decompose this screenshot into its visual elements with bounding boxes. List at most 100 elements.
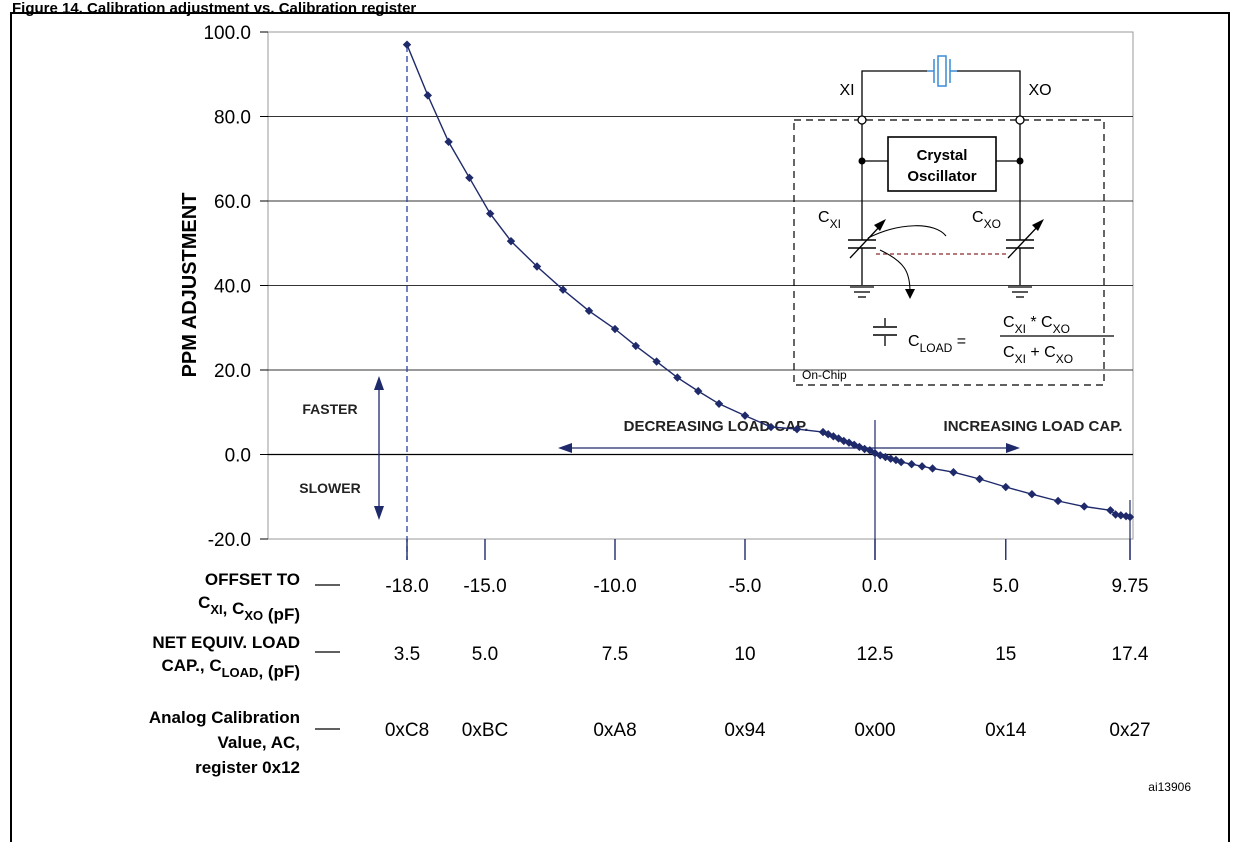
x-axis-ticks [406,539,1131,560]
xi-pin [857,115,867,125]
axis-row-value: -18.0 [385,576,428,597]
axis-row-label-line: NET EQUIV. LOAD [152,633,300,652]
axis-row-value: -10.0 [593,576,636,597]
cxo-label: CXO [972,209,1001,231]
data-point [1116,511,1126,520]
data-point [631,341,640,351]
data-point [673,373,682,382]
ground-left-icon [850,286,874,298]
cload-numerator: CXI * CXO [1003,314,1070,336]
flow-arrow-head [905,289,915,299]
data-point [1111,510,1120,519]
data-point [850,440,859,449]
ground-right-icon [1008,286,1032,298]
data-point [1080,502,1089,511]
load-cap-arrow [558,443,1020,453]
y-tick-label: 40.0 [214,277,251,298]
data-point [1001,482,1010,492]
data-point [532,262,542,271]
cxi-capacitor-icon [848,219,886,285]
data-point [1125,512,1135,522]
y-tick-label: 20.0 [214,361,251,382]
data-point [839,436,848,446]
data-point [740,411,750,420]
faster-label: FASTER [302,401,357,417]
data-point [834,434,843,443]
data-point [694,386,703,396]
series-flow-arc [867,225,947,239]
y-tick-label: 60.0 [214,192,251,213]
axis-row-value: 0.0 [862,576,888,597]
data-point [865,446,874,455]
crystal-oscillator-block [887,136,997,192]
data-point [860,444,869,454]
oscillator-circuit-inset: XI XO Crystal Oscillator [793,55,1114,386]
figure-title: Figure 14. Calibration adjustment vs. Ca… [12,0,417,17]
data-point [486,209,495,218]
axis-row-value: 0xC8 [385,720,429,741]
y-tick-label: 80.0 [214,108,251,129]
axis-row-value: 12.5 [857,644,894,665]
cxi-label: CXI [818,209,841,231]
ppm-adjustment-chart: 100.0 80.0 60.0 40.0 20.0 0.0 -20.0 PPM ADJUST… [149,23,1191,794]
data-point [975,474,984,484]
y-tick-label: 0.0 [225,446,251,467]
cload-capacitor-icon [873,318,897,346]
y-axis-label: PPM ADJUSTMENT [179,193,201,378]
data-point [886,454,895,463]
increasing-load-label: INCREASING LOAD CAP. [944,418,1123,435]
xi-pin-label: XI [839,82,854,99]
axis-row-value: 5.0 [993,576,1019,597]
cxo-capacitor-icon [1006,219,1044,285]
data-point [402,40,412,49]
crystal-icon [927,55,957,87]
data-point [876,451,885,460]
series-group [402,40,1135,522]
data-point [928,464,937,473]
data-point [465,173,474,182]
axis-row-label-line: register 0x12 [195,758,300,777]
xo-pin-label: XO [1028,82,1051,99]
data-point [1027,490,1037,499]
axis-row-value: 0xBC [462,720,508,741]
axis-row-value: -15.0 [463,576,506,597]
xi-junction [858,157,866,165]
data-point [423,91,432,100]
data-point [714,399,724,408]
xo-pin [1015,115,1025,125]
axis-rows: OFFSET TO CXI, CXO (pF) -18.0 -15.0 -10.0 -5.… [149,570,1151,777]
data-point [1053,496,1063,506]
axis-row-value: 0x00 [854,720,895,741]
oscillator-label-line1: Crystal [917,147,968,164]
axis-row-value: 5.0 [472,644,498,665]
axis-row-value: 3.5 [394,644,420,665]
data-point [652,357,661,366]
data-point [444,137,453,147]
decreasing-load-label: DECREASING LOAD CAP. [624,418,809,435]
data-point [907,460,916,469]
axis-row-value: 15 [995,644,1016,665]
flow-arrow-stem [879,249,911,293]
axis-row-label-line: CXI, CXO (pF) [198,593,300,624]
faster-slower-arrow [374,376,384,520]
y-tick-label: 100.0 [203,23,251,44]
data-point [824,430,833,439]
y-tick-label: -20.0 [208,530,251,551]
axis-row-value: 9.75 [1112,576,1149,597]
data-point [1121,511,1131,521]
axis-row-label-line: Value, AC, [217,733,300,752]
cload-denominator: CXI + CXO [1003,344,1073,366]
y-axis-ticks: 100.0 80.0 60.0 40.0 20.0 0.0 -20.0 [203,23,251,551]
axis-row-value: 0x94 [724,720,766,741]
oscillator-label-line2: Oscillator [907,168,976,185]
data-point [610,324,620,334]
axis-row-value: 7.5 [602,644,628,665]
axis-row-value: 17.4 [1112,644,1149,665]
data-point [584,306,594,316]
data-point [558,285,568,294]
slower-label: SLOWER [299,480,360,496]
data-point [766,422,776,432]
axis-row-label-line: CAP., CLOAD, (pF) [161,656,300,681]
cload-label: CLOAD = [908,333,966,355]
data-point [917,462,927,471]
